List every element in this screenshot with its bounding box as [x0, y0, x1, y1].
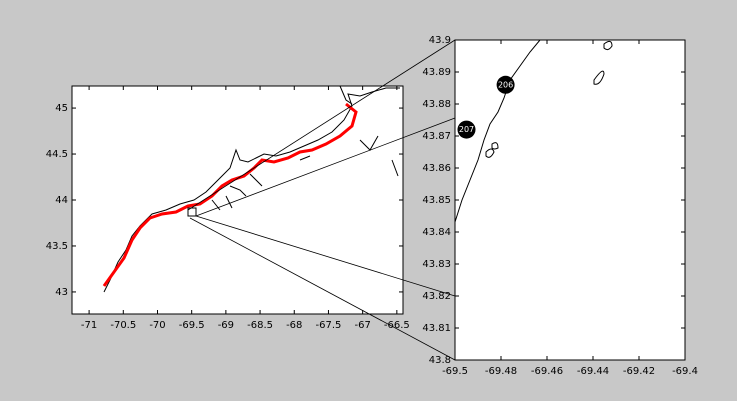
- x-tick-label: -69.46: [531, 366, 563, 377]
- y-tick-label: 44: [55, 195, 68, 206]
- point-marker: [457, 120, 476, 139]
- connector-lines: [187, 39, 456, 361]
- y-tick-label: 43.86: [422, 163, 451, 174]
- x-tick-label: -67: [354, 320, 370, 331]
- x-tick-label: -69: [218, 320, 234, 331]
- x-tick-label: -68.5: [247, 320, 273, 331]
- x-tick-label: -69.5: [179, 320, 205, 331]
- y-tick-label: 43.81: [422, 323, 451, 334]
- y-tick-label: 43.9: [429, 35, 451, 46]
- right-axes: [454, 39, 686, 361]
- x-tick-label: -68: [286, 320, 302, 331]
- zoom-box: [187, 207, 197, 217]
- y-tick-label: 43.84: [422, 227, 451, 238]
- y-tick-label: 43.88: [422, 99, 451, 110]
- y-tick-label: 43: [55, 287, 68, 298]
- red-track: [102, 102, 358, 287]
- x-tick-label: -70: [149, 320, 165, 331]
- x-tick-label: -70.5: [110, 320, 136, 331]
- y-tick-label: 43.87: [422, 131, 451, 142]
- y-tick-label: 43.82: [422, 291, 451, 302]
- y-tick-label: 43.8: [429, 355, 451, 366]
- x-tick-label: -69.42: [623, 366, 655, 377]
- x-tick-label: -69.5: [442, 366, 468, 377]
- y-tick-label: 44.5: [46, 149, 68, 160]
- y-tick-label: 43.85: [422, 195, 451, 206]
- x-tick-label: -71: [81, 320, 97, 331]
- x-tick-label: -69.48: [485, 366, 517, 377]
- x-tick-label: -66.5: [384, 320, 410, 331]
- right-coastline: [454, 39, 613, 223]
- y-tick-label: 43.5: [46, 241, 68, 252]
- point-label: 206: [498, 80, 513, 89]
- point-label: 207: [459, 125, 474, 134]
- y-tick-label: 43.89: [422, 67, 451, 78]
- x-tick-label: -69.44: [577, 366, 609, 377]
- y-tick-label: 45: [55, 103, 68, 114]
- point-marker: [496, 75, 515, 94]
- x-tick-label: -69.4: [672, 366, 698, 377]
- x-tick-label: -67.5: [316, 320, 342, 331]
- y-tick-label: 43.83: [422, 259, 451, 270]
